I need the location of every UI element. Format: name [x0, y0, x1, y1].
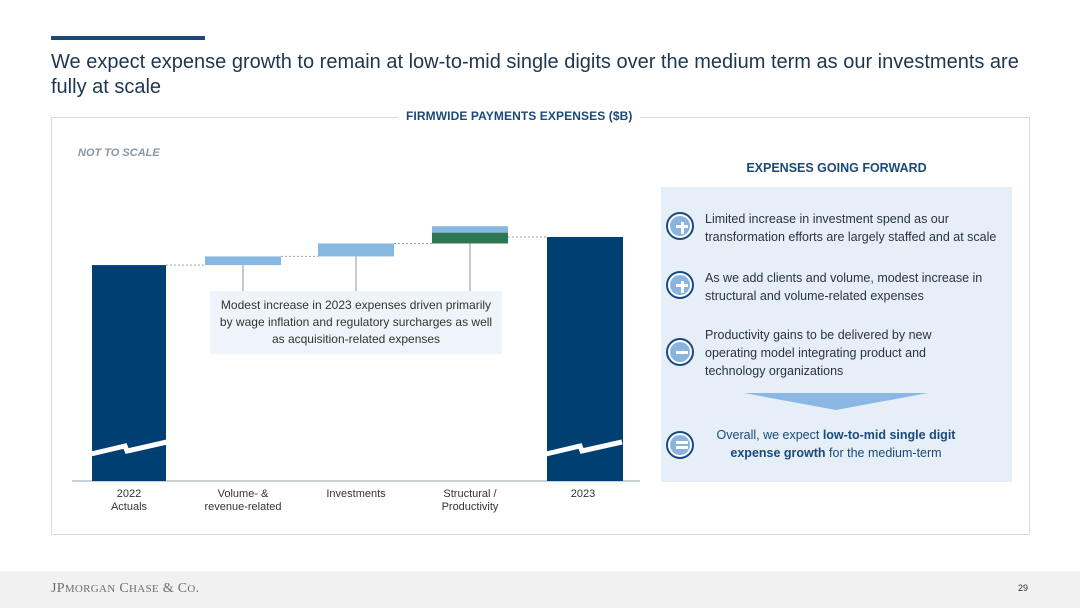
forward-title: EXPENSES GOING FORWARD	[746, 161, 927, 175]
down-arrow-chevron	[744, 393, 928, 410]
axis-break-2022	[90, 439, 168, 457]
forward-item-1: Limited increase in investment spend as …	[705, 212, 997, 244]
minus-circle-icon	[666, 338, 694, 366]
plus-circle-icon	[666, 271, 694, 299]
forward-panel	[661, 187, 1012, 482]
bar-step-1	[205, 256, 281, 266]
slide-title: We expect expense growth to remain at lo…	[51, 51, 1019, 98]
x-label-volume-revenue: Volume- & revenue-related	[204, 488, 282, 513]
overall-statement: Overall, we expect low-to-mid single dig…	[716, 428, 956, 460]
x-label-2022-actuals: 2022 Actuals	[110, 488, 148, 513]
x-label-2023: 2023	[570, 488, 596, 500]
axis-break-2023	[545, 439, 623, 457]
title-accent-bar	[51, 36, 205, 40]
forward-item-2: As we add clients and volume, modest inc…	[705, 271, 983, 303]
equals-circle-icon	[666, 431, 694, 459]
x-label-investments: Investments	[326, 488, 386, 500]
forward-item-3: Productivity gains to be delivered by ne…	[705, 328, 932, 378]
not-to-scale-note: NOT TO SCALE	[78, 147, 160, 159]
chart-title: FIRMWIDE PAYMENTS EXPENSES ($B)	[398, 109, 641, 123]
bar-2023	[547, 237, 623, 481]
plus-circle-icon	[666, 212, 694, 240]
company-logo: JPMORGAN CHASE & CO.	[51, 581, 200, 596]
bar-structural-increase	[432, 226, 508, 233]
bar-productivity-offset	[432, 232, 508, 244]
x-label-structural-productivity: Structural / Productivity	[441, 488, 499, 513]
page-number: 29	[1018, 583, 1029, 593]
chart-callout: Modest increase in 2023 expenses driven …	[210, 291, 502, 354]
bar-step-2	[318, 243, 394, 257]
footer-bar	[0, 571, 1080, 608]
